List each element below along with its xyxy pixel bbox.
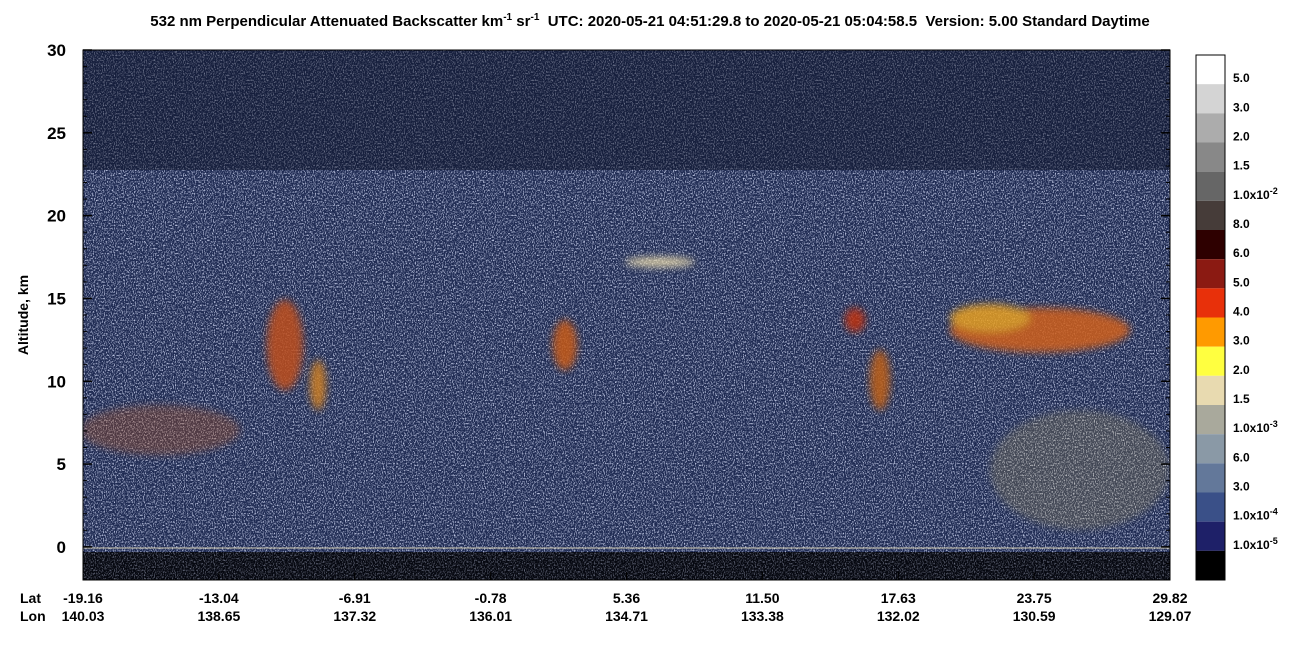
colorbar-swatch: [1196, 113, 1225, 143]
y-tick-label: 25: [47, 124, 66, 143]
colorbar-swatch: [1196, 230, 1225, 260]
y-tick-label: 10: [47, 372, 66, 391]
colorbar-label: 1.5: [1233, 392, 1250, 406]
x-tick-label: -13.04: [199, 590, 239, 606]
title-superscript: -1: [503, 12, 512, 23]
colorbar-label: 6.0: [1233, 450, 1250, 464]
x-tick-label: 134.71: [605, 608, 648, 624]
x-tick-label: 140.03: [62, 608, 105, 624]
colorbar-label: 5.0: [1233, 71, 1250, 85]
y-axis-label: Altitude, km: [15, 275, 31, 355]
colorbar-frame: [1195, 54, 1226, 581]
y-tick-label: 20: [47, 207, 66, 226]
colorbar-label-mantissa: 1.0x10: [1233, 509, 1270, 523]
colorbar-label: 6.0: [1233, 246, 1250, 260]
colorbar-label: 8.0: [1233, 217, 1250, 231]
x-tick-label: 136.01: [469, 608, 512, 624]
colorbar-swatch: [1196, 463, 1225, 493]
colorbar-swatch: [1196, 200, 1225, 230]
colorbar-label-mantissa: 1.0x10: [1233, 421, 1270, 435]
colorbar-swatch: [1196, 171, 1225, 201]
x-tick-label: -0.78: [475, 590, 507, 606]
colorbar-swatch: [1196, 142, 1225, 172]
colorbar-label-exponent: -5: [1270, 536, 1278, 546]
x-tick-label: 129.07: [1149, 608, 1192, 624]
x-tick-label: -6.91: [339, 590, 371, 606]
colorbar-swatch: [1196, 375, 1225, 405]
title-text: UTC: 2020-05-21 04:51:29.8 to 2020-05-21…: [539, 13, 1149, 30]
x-tick-label: 137.32: [333, 608, 376, 624]
colorbar-label-exponent: -4: [1270, 507, 1278, 517]
x-row-name: Lat: [20, 590, 41, 606]
colorbar-swatch: [1196, 84, 1225, 114]
colorbar-label: 1.0x10-2: [1233, 186, 1278, 202]
y-tick-label: 15: [47, 289, 66, 308]
colorbar-label-exponent: -3: [1270, 419, 1278, 429]
upper-darkening: [83, 50, 1170, 170]
y-tick-label: 30: [47, 41, 66, 60]
colorbar-label: 3.0: [1233, 334, 1250, 348]
colorbar-label: 4.0: [1233, 305, 1250, 319]
colorbar-label: 3.0: [1233, 480, 1250, 494]
title-text: sr: [512, 13, 531, 30]
colorbar-label: 1.5: [1233, 159, 1250, 173]
colorbar-swatch: [1196, 492, 1225, 522]
x-tick-label: 11.50: [745, 590, 779, 606]
x-tick-label: 17.63: [881, 590, 916, 606]
x-tick-label: 130.59: [1013, 608, 1056, 624]
colorbar-label-mantissa: 1.0x10: [1233, 188, 1270, 202]
colorbar-label: 1.0x10-5: [1233, 536, 1278, 552]
colorbar-swatch: [1196, 405, 1225, 435]
colorbar-swatch: [1196, 346, 1225, 376]
colorbar-swatch: [1196, 550, 1225, 580]
colorbar-swatch: [1196, 55, 1225, 85]
colorbar-label: 2.0: [1233, 363, 1250, 377]
chart-title: 532 nm Perpendicular Attenuated Backscat…: [150, 12, 1149, 30]
title-superscript: -1: [530, 12, 539, 23]
x-tick-label: 29.82: [1152, 590, 1187, 606]
x-tick-label: 132.02: [877, 608, 920, 624]
title-text: 532 nm Perpendicular Attenuated Backscat…: [150, 13, 503, 30]
colorbar-swatch: [1196, 521, 1225, 551]
x-tick-label: -19.16: [63, 590, 103, 606]
colorbar-swatch: [1196, 259, 1225, 289]
colorbar-swatch: [1196, 288, 1225, 318]
x-tick-label: 138.65: [197, 608, 240, 624]
colorbar-swatch: [1196, 317, 1225, 347]
plot-image: [83, 50, 1170, 580]
x-row-name: Lon: [20, 608, 46, 624]
y-tick-label: 0: [57, 538, 66, 557]
colorbar-label: 5.0: [1233, 275, 1250, 289]
cloud-features: [83, 257, 1170, 530]
colorbar-label: 1.0x10-4: [1233, 507, 1278, 523]
colorbar-label-mantissa: 1.0x10: [1233, 538, 1270, 552]
x-tick-label: 133.38: [741, 608, 784, 624]
colorbar-label: 2.0: [1233, 130, 1250, 144]
colorbar-label: 3.0: [1233, 100, 1250, 114]
y-tick-label: 5: [57, 455, 66, 474]
colorbar-swatch: [1196, 434, 1225, 464]
colorbar-label: 1.0x10-3: [1233, 419, 1278, 435]
colorbar-label-exponent: -2: [1270, 186, 1278, 196]
x-tick-label: 23.75: [1017, 590, 1052, 606]
x-tick-label: 5.36: [613, 590, 640, 606]
